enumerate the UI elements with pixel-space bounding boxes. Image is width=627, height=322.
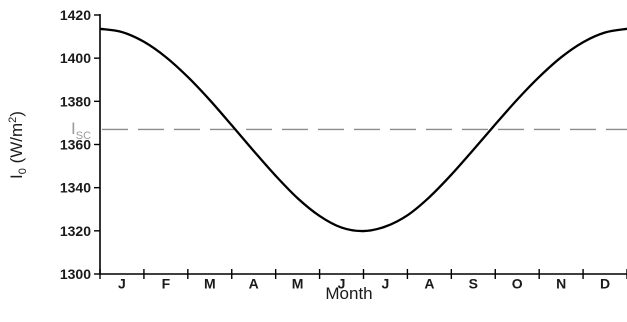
- x-tick-label: N: [556, 275, 566, 291]
- x-tick-label: O: [512, 275, 523, 291]
- isc-label-sub: SC: [76, 130, 91, 142]
- tick-layer: [94, 14, 627, 279]
- y-axis-title-main: I: [7, 174, 26, 179]
- x-tick-label: J: [338, 275, 346, 291]
- y-tick-label: 1320: [60, 223, 91, 239]
- y-tick-label: 1300: [60, 266, 91, 282]
- series-line: [99, 27, 627, 233]
- x-tick-label: M: [292, 275, 304, 291]
- y-axis-title: I0 (W/m2): [7, 111, 29, 179]
- x-tick-label: J: [118, 275, 126, 291]
- x-axis-title: Month: [325, 284, 372, 303]
- x-tick-label: F: [162, 275, 171, 291]
- y-axis-title-sup: 2: [7, 117, 19, 123]
- x-tick-label: A: [249, 275, 259, 291]
- y-tick-label: 1340: [60, 180, 91, 196]
- y-tick-label: 1360: [60, 137, 91, 153]
- y-axis-title-unit: (W/m: [7, 123, 26, 168]
- isc-reference-label: ISC: [71, 119, 91, 142]
- isc-label-main: I: [71, 119, 76, 138]
- y-tick-label: 1380: [60, 93, 91, 109]
- y-axis-title-close: ): [7, 111, 26, 117]
- x-tick-label: A: [424, 275, 434, 291]
- x-tick-label: M: [204, 275, 216, 291]
- y-axis-title-sub: 0: [17, 168, 29, 174]
- y-tick-label: 1400: [60, 50, 91, 66]
- x-tick-label: J: [382, 275, 390, 291]
- tick-labels: 1300 1320 1340 1360 1380 1400 1420 J F M A M J J A S O N D: [60, 7, 610, 291]
- x-tick-label: D: [600, 275, 610, 291]
- x-tick-label: S: [469, 275, 478, 291]
- y-tick-label: 1420: [60, 7, 91, 23]
